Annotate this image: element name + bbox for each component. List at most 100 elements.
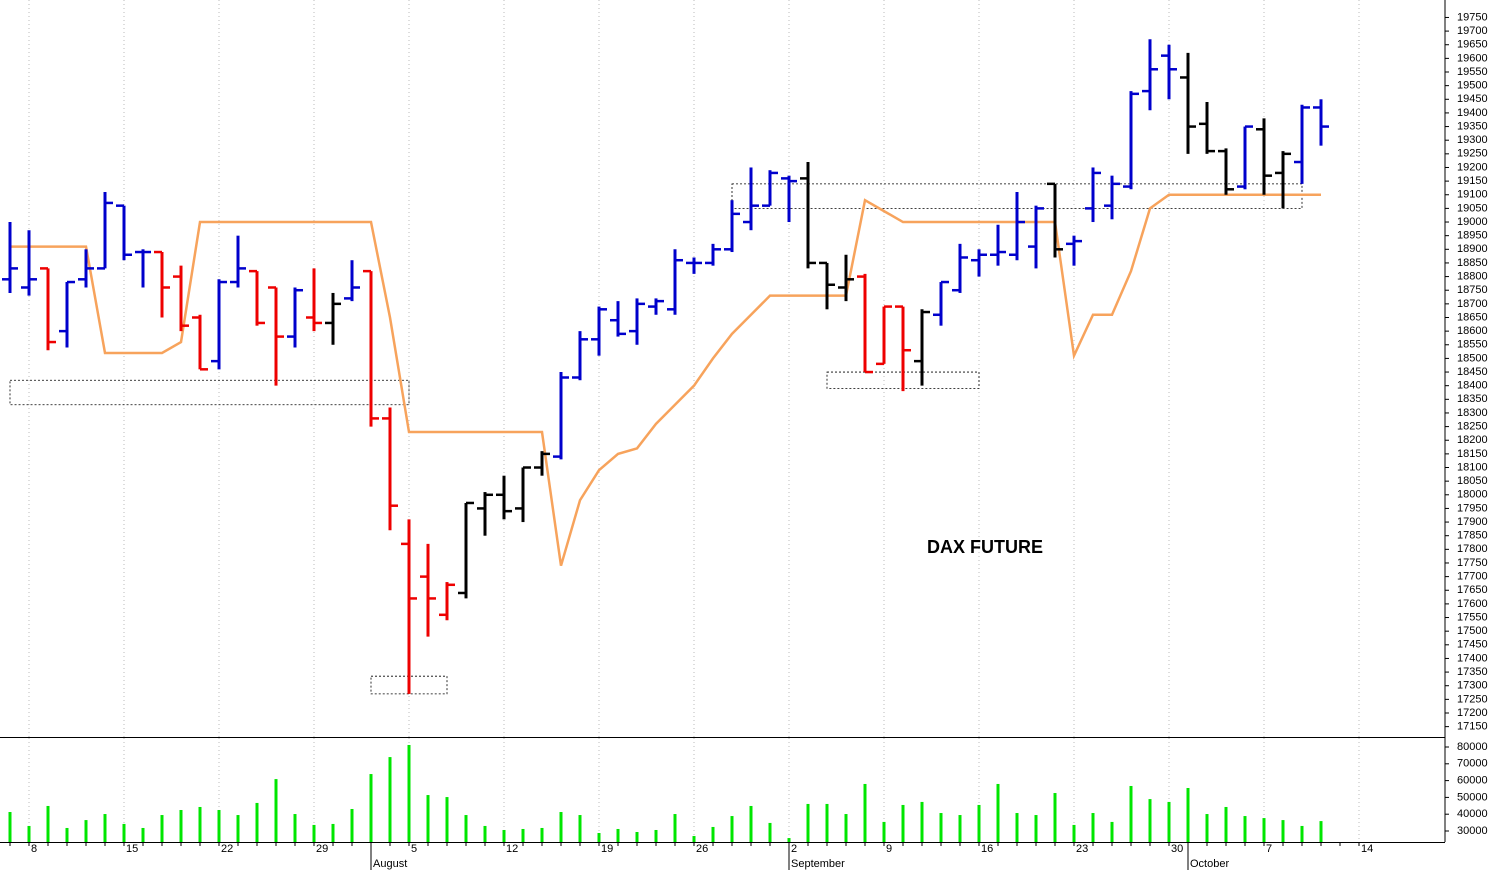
volume-bar bbox=[1186, 787, 1190, 842]
volume-bar bbox=[1034, 815, 1038, 842]
volume-bar bbox=[388, 757, 392, 842]
volume-bar bbox=[1300, 825, 1304, 842]
y-tick-label: 19200 bbox=[1457, 161, 1488, 173]
volume-bar bbox=[141, 827, 145, 842]
y-tick-label: 40000 bbox=[1457, 808, 1488, 820]
y-tick-label: 19600 bbox=[1457, 52, 1488, 64]
volume-bar bbox=[882, 821, 886, 842]
y-tick-label: 70000 bbox=[1457, 758, 1488, 770]
y-tick-label: 18100 bbox=[1457, 461, 1488, 473]
y-tick-label: 18650 bbox=[1457, 311, 1488, 323]
x-tick-label: 2 bbox=[791, 843, 797, 855]
volume-bar bbox=[369, 774, 373, 842]
month-label: September bbox=[791, 858, 845, 870]
y-tick-label: 18450 bbox=[1457, 366, 1488, 378]
volume-bar bbox=[350, 808, 354, 842]
volume-bar bbox=[445, 797, 449, 842]
volume-bar bbox=[939, 813, 943, 842]
volume-bar bbox=[46, 805, 50, 842]
volume-bar bbox=[920, 801, 924, 842]
y-tick-label: 18900 bbox=[1457, 243, 1488, 255]
x-tick-label: 5 bbox=[411, 843, 417, 855]
volume-bar bbox=[654, 829, 658, 842]
month-label: October bbox=[1190, 858, 1229, 870]
volume-bar bbox=[84, 820, 88, 842]
y-tick-label: 18600 bbox=[1457, 325, 1488, 337]
x-tick-label: 22 bbox=[221, 843, 233, 855]
x-tick-label: 23 bbox=[1076, 843, 1088, 855]
y-tick-label: 18850 bbox=[1457, 257, 1488, 269]
y-tick-label: 18950 bbox=[1457, 230, 1488, 242]
y-tick-label: 18800 bbox=[1457, 270, 1488, 282]
y-tick-label: 19550 bbox=[1457, 66, 1488, 78]
volume-bar bbox=[293, 814, 297, 842]
y-tick-label: 18350 bbox=[1457, 393, 1488, 405]
volume-bar bbox=[1091, 813, 1095, 842]
volume-bar bbox=[255, 802, 259, 842]
volume-bar bbox=[1319, 821, 1323, 842]
x-tick-label: 14 bbox=[1361, 843, 1373, 855]
y-tick-label: 17500 bbox=[1457, 625, 1488, 637]
volume-bar bbox=[27, 825, 31, 842]
x-tick-label: 29 bbox=[316, 843, 328, 855]
volume-bar bbox=[540, 827, 544, 842]
y-tick-label: 19250 bbox=[1457, 148, 1488, 160]
volume-bar bbox=[274, 779, 278, 842]
y-tick-label: 17250 bbox=[1457, 693, 1488, 705]
volume-bar bbox=[673, 814, 677, 842]
volume-bar bbox=[426, 795, 430, 842]
volume-bar bbox=[806, 803, 810, 842]
volume-bar bbox=[65, 827, 69, 842]
volume-bar bbox=[1243, 816, 1247, 842]
y-tick-label: 18500 bbox=[1457, 352, 1488, 364]
y-tick-label: 19350 bbox=[1457, 120, 1488, 132]
volume-bar bbox=[863, 783, 867, 842]
volume-bar bbox=[787, 838, 791, 842]
volume-bar bbox=[597, 833, 601, 842]
volume-bar bbox=[692, 836, 696, 842]
y-tick-label: 17400 bbox=[1457, 652, 1488, 664]
y-tick-label: 17950 bbox=[1457, 502, 1488, 514]
volume-bar bbox=[312, 824, 316, 842]
y-tick-label: 19150 bbox=[1457, 175, 1488, 187]
y-tick-label: 19300 bbox=[1457, 134, 1488, 146]
overlay-line bbox=[10, 193, 1321, 567]
volume-bar bbox=[331, 823, 335, 842]
volume-bar bbox=[844, 814, 848, 842]
x-tick-label: 26 bbox=[696, 843, 708, 855]
volume-bar bbox=[825, 803, 829, 842]
y-tick-label: 17850 bbox=[1457, 530, 1488, 542]
x-tick-label: 30 bbox=[1171, 843, 1183, 855]
y-tick-label: 18000 bbox=[1457, 489, 1488, 501]
volume-bar bbox=[635, 832, 639, 842]
volume-bar bbox=[711, 826, 715, 842]
price-zone bbox=[9, 379, 410, 406]
x-tick-label: 15 bbox=[126, 843, 138, 855]
volume-bar bbox=[1281, 820, 1285, 842]
volume-bar bbox=[198, 806, 202, 842]
y-tick-label: 18050 bbox=[1457, 475, 1488, 487]
volume-bar bbox=[179, 809, 183, 842]
y-tick-label: 19450 bbox=[1457, 93, 1488, 105]
y-tick-label: 17300 bbox=[1457, 680, 1488, 692]
y-tick-label: 17600 bbox=[1457, 598, 1488, 610]
y-tick-label: 19750 bbox=[1457, 11, 1488, 23]
month-label: August bbox=[373, 858, 407, 870]
price-zone bbox=[731, 183, 1303, 209]
volume-bar bbox=[1167, 801, 1171, 842]
y-tick-label: 17650 bbox=[1457, 584, 1488, 596]
volume-bar bbox=[578, 815, 582, 842]
y-tick-label: 19400 bbox=[1457, 107, 1488, 119]
y-tick-label: 60000 bbox=[1457, 775, 1488, 787]
volume-bar bbox=[901, 804, 905, 842]
y-tick-label: 18750 bbox=[1457, 284, 1488, 296]
y-tick-label: 80000 bbox=[1457, 741, 1488, 753]
volume-bar bbox=[502, 829, 506, 842]
volume-bar bbox=[236, 815, 240, 842]
volume-bar bbox=[407, 744, 411, 842]
y-tick-label: 18300 bbox=[1457, 407, 1488, 419]
y-tick-label: 17350 bbox=[1457, 666, 1488, 678]
y-tick-label: 19000 bbox=[1457, 216, 1488, 228]
volume-bar bbox=[1072, 824, 1076, 842]
